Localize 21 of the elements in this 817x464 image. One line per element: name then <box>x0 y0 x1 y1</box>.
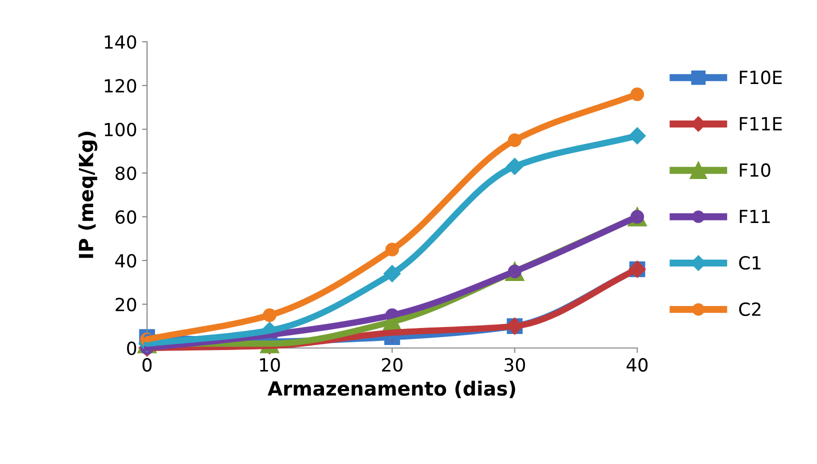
y-tick-label: 0 <box>127 341 136 356</box>
legend-label: F10E <box>740 70 782 84</box>
y-axis-title: IP (meq/Kg) <box>78 132 98 258</box>
y-tick-label: 20 <box>116 298 136 312</box>
legend-label: C2 <box>739 302 760 316</box>
y-tick-label: 60 <box>116 210 136 224</box>
y-tick-label: 100 <box>104 122 136 136</box>
legend-label: F10 <box>740 163 770 177</box>
x-axis-title: Armazenamento (dias) <box>268 380 516 398</box>
y-tick-label: 40 <box>115 254 136 268</box>
y-tick-label: 80 <box>116 166 136 180</box>
legend-label: C1 <box>739 256 761 270</box>
x-tick-label: 20 <box>382 358 402 372</box>
x-tick-label: 40 <box>626 358 648 372</box>
x-tick-label: 30 <box>504 358 525 372</box>
y-tick-label: 120 <box>104 78 136 93</box>
legend-label: F11 <box>740 210 770 224</box>
x-tick-label: 0 <box>142 358 152 372</box>
y-tick-label: 140 <box>104 35 136 49</box>
legend-label: F11E <box>740 117 782 130</box>
x-tick-label: 10 <box>260 358 280 372</box>
